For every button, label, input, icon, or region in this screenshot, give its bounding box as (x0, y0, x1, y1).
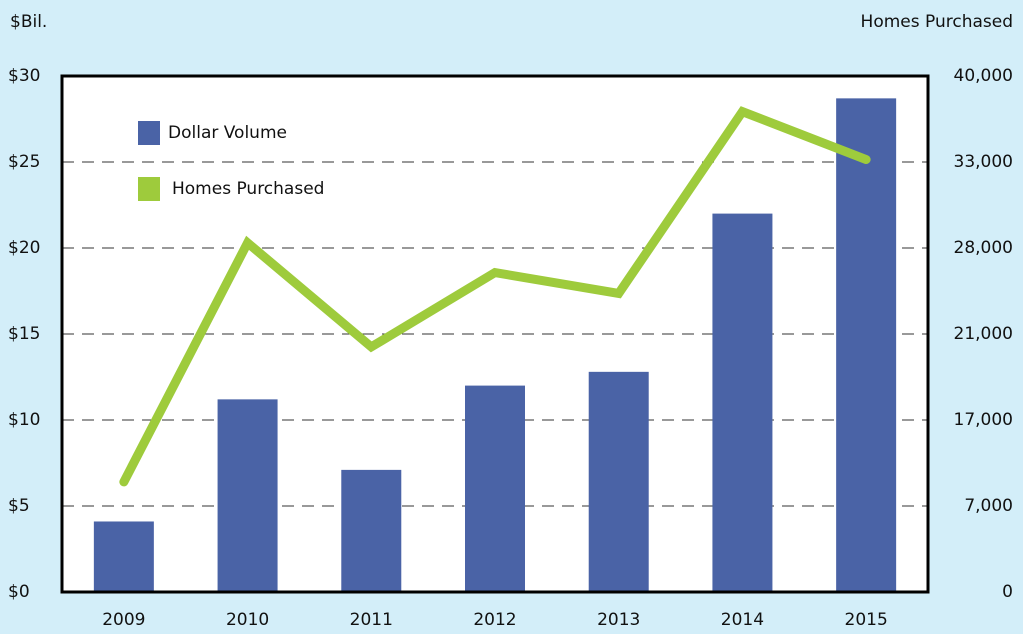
x-tick-label: 2011 (350, 610, 393, 630)
x-tick-label: 2013 (597, 610, 640, 630)
y-tick-label: $0 (8, 582, 30, 602)
bar (217, 399, 278, 592)
legend-swatch (138, 177, 160, 201)
bar (465, 385, 525, 592)
bar (836, 98, 897, 593)
plot-border (60, 74, 930, 594)
legend-label: Homes Purchased (172, 179, 324, 199)
y2-tick-label: 21,000 (954, 324, 1013, 344)
legend-label: Dollar Volume (168, 123, 287, 143)
x-tick-label: 2014 (721, 610, 764, 630)
y-axis-title: $Bil. (10, 12, 47, 32)
x-tick-label: 2012 (473, 610, 516, 630)
y-tick-label: $5 (8, 496, 30, 516)
y-tick-label: $10 (8, 410, 40, 430)
y2-tick-label: 33,000 (954, 152, 1013, 172)
x-tick-label: 2015 (845, 610, 888, 630)
y2-tick-label: 17,000 (954, 410, 1013, 430)
legend-swatch (138, 121, 160, 145)
y2-tick-label: 28,000 (954, 238, 1013, 258)
bar (588, 371, 649, 592)
y-tick-label: $15 (8, 324, 40, 344)
y2-tick-label: 7,000 (964, 496, 1013, 516)
line (119, 106, 871, 487)
y2-tick-label: 0 (1002, 582, 1013, 602)
y2-tick-label: 40,000 (954, 66, 1013, 86)
bar (93, 521, 154, 592)
bar (712, 213, 773, 592)
x-tick-label: 2010 (226, 610, 269, 630)
y-tick-label: $30 (8, 66, 40, 86)
bar (341, 469, 402, 592)
y-tick-label: $25 (8, 152, 40, 172)
y-tick-label: $20 (8, 238, 40, 258)
y2-axis-title: Homes Purchased (861, 12, 1013, 32)
x-tick-label: 2009 (102, 610, 145, 630)
